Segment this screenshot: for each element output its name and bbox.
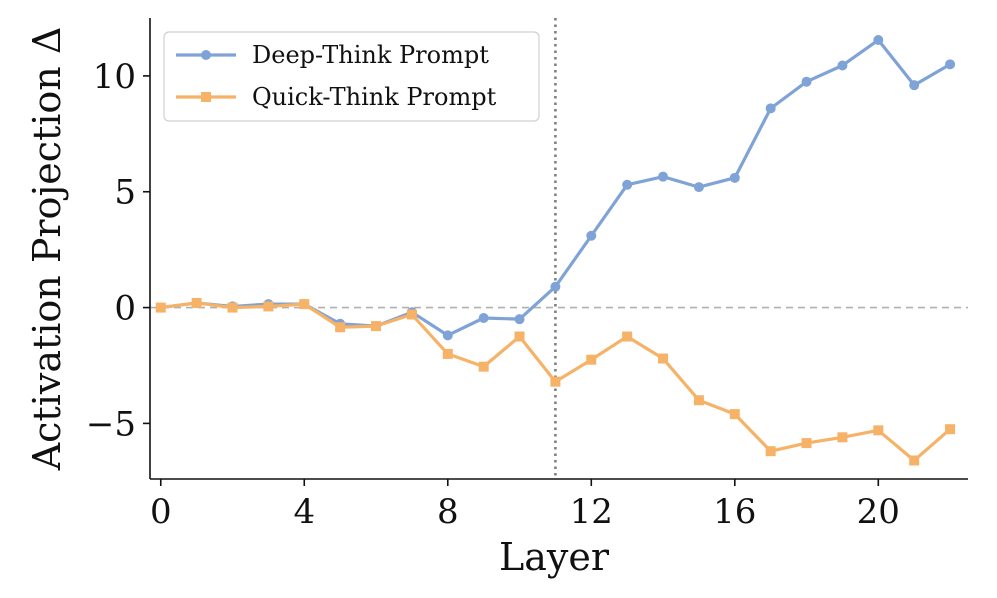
data-point-quick-think-prompt [191, 297, 202, 308]
data-point-quick-think-prompt [945, 424, 956, 435]
data-point-quick-think-prompt [155, 302, 166, 313]
data-point-deep-think-prompt [837, 60, 848, 71]
data-point-deep-think-prompt [514, 314, 525, 325]
legend-marker-quick-think [201, 92, 211, 102]
data-point-quick-think-prompt [550, 376, 561, 387]
axes [143, 18, 968, 486]
data-point-quick-think-prompt [227, 302, 238, 313]
data-point-quick-think-prompt [622, 331, 633, 342]
data-point-deep-think-prompt [586, 230, 597, 241]
data-point-quick-think-prompt [729, 409, 740, 420]
data-point-deep-think-prompt [873, 35, 884, 46]
x-tick-label: 4 [293, 492, 315, 532]
data-point-quick-think-prompt [406, 309, 417, 320]
data-point-quick-think-prompt [909, 455, 920, 466]
data-point-deep-think-prompt [622, 179, 633, 190]
data-point-deep-think-prompt [658, 171, 669, 182]
data-point-quick-think-prompt [765, 446, 776, 457]
data-point-deep-think-prompt [909, 80, 920, 91]
legend-label-deep-think: Deep-Think Prompt [252, 41, 489, 69]
data-point-quick-think-prompt [514, 331, 525, 342]
data-point-quick-think-prompt [263, 301, 274, 312]
data-point-quick-think-prompt [442, 348, 453, 359]
data-point-deep-think-prompt [478, 312, 489, 323]
x-tick-label: 12 [570, 492, 613, 532]
x-tick-label: 8 [437, 492, 459, 532]
data-point-deep-think-prompt [550, 281, 561, 292]
data-point-quick-think-prompt [299, 299, 310, 310]
y-tick-label: 0 [114, 289, 136, 329]
data-point-deep-think-prompt [729, 172, 740, 183]
legend-box [163, 31, 540, 122]
x-tick-label: 0 [150, 492, 172, 532]
x-axis-title: Layer [499, 535, 610, 579]
data-point-quick-think-prompt [658, 353, 669, 364]
y-tick-label: 10 [93, 57, 136, 97]
data-point-deep-think-prompt [801, 76, 812, 87]
data-point-quick-think-prompt [371, 321, 382, 332]
y-tick-label: −5 [86, 404, 136, 444]
data-point-deep-think-prompt [442, 330, 453, 341]
reference-lines [150, 18, 968, 479]
data-point-deep-think-prompt [765, 103, 776, 114]
y-tick-label: 5 [114, 173, 136, 213]
data-point-quick-think-prompt [478, 361, 489, 372]
y-axis-title: Activation Projection Δ [25, 27, 69, 472]
data-point-quick-think-prompt [693, 395, 704, 406]
legend-marker-deep-think [201, 50, 211, 60]
data-point-deep-think-prompt [693, 182, 704, 193]
data-point-quick-think-prompt [335, 322, 346, 333]
data-point-deep-think-prompt [945, 59, 956, 70]
data-point-quick-think-prompt [873, 425, 884, 436]
x-tick-label: 16 [713, 492, 756, 532]
tick-labels: 0 4 8 12 16 20 10 5 0 −5 [86, 57, 900, 532]
x-tick-label: 20 [857, 492, 900, 532]
series-lines [155, 35, 956, 466]
data-point-quick-think-prompt [801, 438, 812, 449]
legend-label-quick-think: Quick-Think Prompt [252, 83, 497, 111]
data-point-quick-think-prompt [837, 432, 848, 443]
data-point-quick-think-prompt [586, 354, 597, 365]
legend: Deep-Think Prompt Quick-Think Prompt [163, 31, 540, 122]
